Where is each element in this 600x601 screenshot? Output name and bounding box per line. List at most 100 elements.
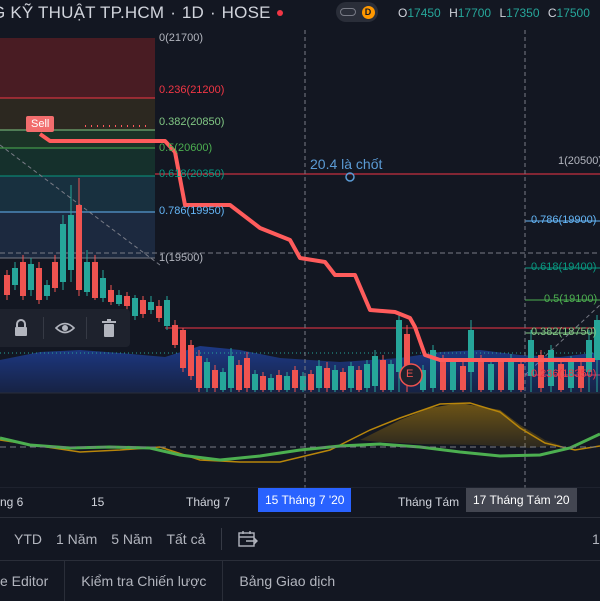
currency-badge[interactable]: D <box>361 5 375 19</box>
candle-body <box>284 376 290 390</box>
time-label-june: ng 6 <box>0 495 24 509</box>
range-5y[interactable]: 5 Năm <box>111 531 153 547</box>
candle-body <box>28 264 34 290</box>
candle-body <box>450 362 456 390</box>
lock-icon <box>15 319 28 336</box>
candle-body <box>300 376 306 390</box>
header-separator: · <box>210 3 216 22</box>
annotation-text[interactable]: 20.4 là chốt <box>310 156 383 172</box>
candle-body <box>252 374 258 390</box>
symbol-title[interactable]: G KỸ THUẬT TP.HCM <box>0 3 165 22</box>
candle-body <box>220 372 226 390</box>
candle-body <box>172 325 178 345</box>
visibility-button[interactable] <box>44 309 87 347</box>
calendar-goto-icon <box>238 531 259 547</box>
candle-body <box>84 262 90 292</box>
tab-divider <box>64 561 66 601</box>
candle-body <box>188 345 194 376</box>
annotation-anchor[interactable] <box>345 172 355 182</box>
goto-date-button[interactable] <box>238 530 259 548</box>
candle-body <box>212 370 218 388</box>
time-axis[interactable]: ng 6 15 Tháng 7 15 Tháng 7 '20 Tháng Tám… <box>0 488 600 516</box>
candle-body <box>156 306 162 318</box>
open-value: 17450 <box>407 6 441 20</box>
fib-right-label-786: 0.786(19900) <box>531 214 597 226</box>
candle-body <box>180 330 186 368</box>
candle-body <box>356 370 362 390</box>
signal-stepline[interactable] <box>38 132 595 362</box>
range-all[interactable]: Tất cả <box>166 531 206 547</box>
candle-body <box>308 374 314 390</box>
candle-body <box>478 360 484 390</box>
tab-strategy-tester[interactable]: Kiểm tra Chiến lược <box>81 573 207 589</box>
candle-body <box>228 356 234 388</box>
low-key: L <box>499 6 507 20</box>
drawing-toolbar <box>0 309 130 347</box>
candle-body <box>348 366 354 388</box>
tab-pine-editor[interactable]: e Editor <box>0 573 49 589</box>
price-chart[interactable] <box>0 0 600 488</box>
high-value: 17700 <box>457 6 492 20</box>
candle-body <box>332 370 338 390</box>
candle-body <box>60 224 66 282</box>
tab-trading-panel[interactable]: Bảng Giao dịch <box>239 573 336 589</box>
fib-right-label-236: 0.236(18350) <box>531 368 597 380</box>
candle-body <box>488 364 494 390</box>
candle-body <box>558 364 564 390</box>
candle-body <box>538 355 544 388</box>
close-key: C <box>547 6 557 20</box>
fib-left-label-618: 0.618(20350) <box>159 168 225 180</box>
candle-body <box>340 372 346 390</box>
event-marker-label: E <box>406 368 414 380</box>
candle-body <box>100 278 106 298</box>
fib-left-label-236: 0.236(21200) <box>159 84 225 96</box>
header-separator: · <box>170 3 176 22</box>
candle-body <box>196 356 202 388</box>
candle-body <box>430 350 436 388</box>
fib-right-label-5: 0.5(19100) <box>544 293 598 305</box>
lock-button[interactable] <box>0 309 43 347</box>
visibility-pill[interactable]: D <box>336 2 378 22</box>
candle-body <box>164 300 170 326</box>
sell-label[interactable]: Sell <box>26 116 55 132</box>
candle-body <box>44 285 50 296</box>
oscillator-line-amber <box>0 402 600 463</box>
candle-body <box>244 358 250 388</box>
candle-body <box>548 350 554 386</box>
event-marker-icon[interactable] <box>399 363 423 387</box>
market-status-icon <box>276 10 283 16</box>
delete-button[interactable] <box>87 309 130 347</box>
candle-body <box>292 370 298 388</box>
time-label-august: Tháng Tám <box>398 495 460 509</box>
cursor-time-badge-1: 15 Tháng 7 '20 <box>258 488 352 512</box>
exchange-label: HOSE <box>221 3 271 22</box>
candle-body <box>372 356 378 386</box>
candlesticks <box>4 178 600 392</box>
candle-body <box>460 366 466 390</box>
time-label-15: 15 <box>91 495 105 509</box>
fib-left-label-5: 0.5(20600) <box>159 142 213 154</box>
fib-left-label-1: 1(19500) <box>159 252 204 264</box>
eye-icon[interactable] <box>339 8 356 16</box>
candle-body <box>116 295 122 304</box>
candle-body <box>518 364 524 390</box>
range-ytd[interactable]: YTD <box>14 531 42 547</box>
candle-body <box>396 320 402 372</box>
ohlc-readout: O17450 H17700 L17350 C17500 <box>398 6 595 20</box>
candle-body <box>276 375 282 390</box>
range-right-edge: 1 <box>592 531 600 547</box>
toolbar-divider <box>42 317 44 339</box>
interval-label[interactable]: 1D <box>181 3 204 22</box>
candle-body <box>508 358 514 390</box>
candle-body <box>52 262 58 288</box>
range-bar: YTD 1 Năm 5 Năm Tất cả 1 <box>0 517 600 560</box>
candle-body <box>388 364 394 390</box>
candle-body <box>12 268 18 285</box>
low-value: 17350 <box>506 6 540 20</box>
candle-body <box>36 268 42 300</box>
candle-body <box>440 360 446 390</box>
range-divider <box>221 528 223 550</box>
candle-body <box>468 330 474 372</box>
chart-header: G KỸ THUẬT TP.HCM · 1D · HOSE <box>0 0 600 26</box>
range-1y[interactable]: 1 Năm <box>56 531 98 547</box>
